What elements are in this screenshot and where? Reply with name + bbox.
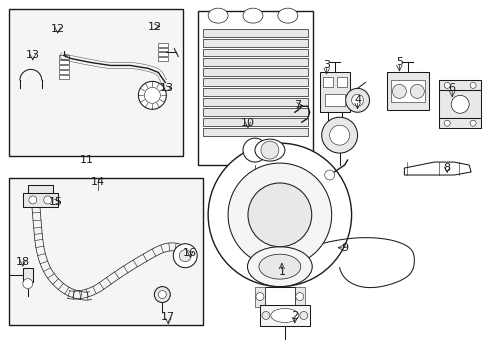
Bar bbox=[438, 80, 480, 90]
Circle shape bbox=[469, 82, 475, 88]
Circle shape bbox=[208, 143, 351, 287]
Bar bbox=[158, 42, 168, 46]
Text: 17: 17 bbox=[161, 312, 175, 323]
Circle shape bbox=[321, 117, 357, 153]
Text: 2: 2 bbox=[291, 311, 298, 321]
Bar bbox=[59, 55, 68, 59]
Circle shape bbox=[247, 183, 311, 247]
Text: 13: 13 bbox=[26, 50, 40, 60]
Bar bbox=[158, 53, 168, 57]
Circle shape bbox=[154, 287, 170, 302]
Bar bbox=[324, 94, 344, 106]
Bar bbox=[203, 128, 307, 136]
Bar bbox=[198, 11, 312, 165]
Bar bbox=[158, 58, 168, 62]
Text: 10: 10 bbox=[241, 118, 254, 128]
Text: 16: 16 bbox=[183, 248, 197, 258]
Bar bbox=[203, 88, 307, 96]
Text: 8: 8 bbox=[443, 163, 450, 173]
Circle shape bbox=[243, 138, 266, 162]
Ellipse shape bbox=[259, 254, 300, 279]
Bar bbox=[59, 66, 68, 69]
Circle shape bbox=[329, 125, 349, 145]
Bar bbox=[319, 72, 349, 112]
Text: 1: 1 bbox=[278, 267, 285, 276]
Bar bbox=[23, 268, 33, 282]
Bar bbox=[23, 193, 58, 207]
Bar bbox=[264, 287, 294, 306]
Ellipse shape bbox=[277, 8, 297, 23]
Bar bbox=[336, 77, 346, 87]
Text: 12: 12 bbox=[51, 24, 64, 33]
Ellipse shape bbox=[208, 8, 227, 23]
Ellipse shape bbox=[243, 8, 263, 23]
Circle shape bbox=[392, 84, 406, 98]
Text: 18: 18 bbox=[16, 257, 30, 267]
Circle shape bbox=[29, 196, 37, 204]
Bar bbox=[59, 71, 68, 75]
Text: 14: 14 bbox=[90, 177, 104, 187]
Ellipse shape bbox=[254, 139, 285, 161]
Circle shape bbox=[409, 84, 424, 98]
Ellipse shape bbox=[247, 247, 312, 287]
Bar bbox=[59, 75, 68, 80]
Polygon shape bbox=[404, 162, 470, 175]
Text: 11: 11 bbox=[80, 155, 93, 165]
Circle shape bbox=[261, 141, 278, 159]
Text: 7: 7 bbox=[294, 100, 301, 110]
Bar bbox=[203, 68, 307, 76]
Circle shape bbox=[255, 293, 264, 301]
Circle shape bbox=[227, 163, 331, 267]
Bar bbox=[203, 78, 307, 86]
Bar bbox=[203, 49, 307, 57]
Bar bbox=[203, 58, 307, 67]
Bar bbox=[203, 39, 307, 46]
Bar bbox=[438, 90, 480, 118]
Text: 4: 4 bbox=[353, 95, 360, 105]
Bar bbox=[254, 287, 264, 306]
Bar bbox=[203, 28, 307, 37]
Bar bbox=[59, 60, 68, 64]
Text: 12: 12 bbox=[148, 22, 162, 32]
Bar bbox=[28, 185, 53, 193]
Circle shape bbox=[23, 279, 33, 289]
Text: 15: 15 bbox=[49, 197, 62, 207]
Bar bbox=[390, 80, 425, 102]
Text: 9: 9 bbox=[340, 243, 347, 253]
Circle shape bbox=[351, 94, 363, 106]
Text: 3: 3 bbox=[323, 60, 329, 71]
Text: 6: 6 bbox=[448, 84, 455, 93]
Circle shape bbox=[44, 196, 52, 204]
Ellipse shape bbox=[270, 309, 298, 323]
Circle shape bbox=[345, 88, 369, 112]
Bar bbox=[386, 72, 428, 110]
Circle shape bbox=[450, 95, 468, 113]
Circle shape bbox=[443, 82, 449, 88]
Circle shape bbox=[138, 81, 166, 109]
Circle shape bbox=[469, 120, 475, 126]
Bar bbox=[9, 178, 203, 325]
Bar bbox=[260, 305, 309, 327]
Circle shape bbox=[299, 311, 307, 319]
Bar bbox=[203, 98, 307, 106]
Bar bbox=[9, 9, 183, 156]
Circle shape bbox=[295, 293, 303, 301]
Circle shape bbox=[144, 87, 160, 103]
Circle shape bbox=[173, 244, 197, 268]
Bar bbox=[438, 118, 480, 128]
Text: 5: 5 bbox=[395, 58, 402, 67]
Circle shape bbox=[443, 120, 449, 126]
Circle shape bbox=[324, 170, 334, 180]
Bar bbox=[203, 118, 307, 126]
Circle shape bbox=[262, 311, 269, 319]
Circle shape bbox=[158, 291, 166, 298]
Bar bbox=[294, 287, 304, 306]
Text: 13: 13 bbox=[160, 84, 174, 93]
Bar bbox=[158, 48, 168, 51]
Bar bbox=[322, 77, 332, 87]
Circle shape bbox=[179, 250, 191, 262]
Bar bbox=[203, 108, 307, 116]
